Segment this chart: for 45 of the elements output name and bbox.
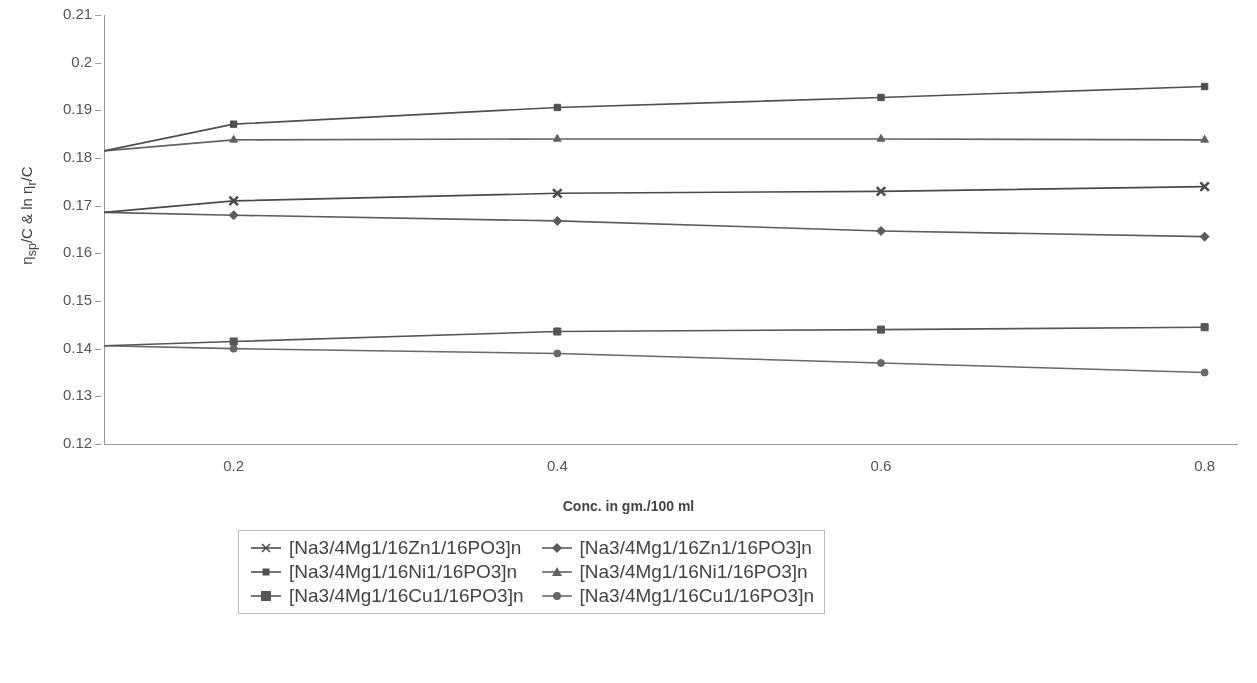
legend-label: [Na3/4Mg1/16Ni1/16PO3]n [579,561,808,583]
point [876,133,886,142]
point [552,215,563,226]
point [229,134,239,143]
point [229,344,238,353]
x-tick-label: 0.4 [546,457,568,475]
y-tick-label: 0.17 [62,195,93,213]
point [229,337,238,346]
x-tick-label: 0.2 [223,457,245,475]
y-tick-label: 0.18 [62,148,93,166]
point [877,93,885,102]
point [875,225,886,236]
y-tick-label: 0.19 [62,100,93,118]
x-tick-label: 0.8 [1194,457,1216,475]
point [552,133,562,142]
legend-label: [Na3/4Mg1/16Cu1/16PO3]n [289,585,524,607]
legend-label: [Na3/4Mg1/16Zn1/16PO3]n [289,537,522,559]
y-tick-label: 0.14 [62,338,93,356]
point [1200,134,1210,143]
point [229,120,238,128]
point [228,195,240,207]
point [228,210,239,221]
y-tick-label: 0.13 [62,386,93,404]
point [875,185,887,197]
y-tick-label: 0.2 [71,52,93,70]
legend-label: [Na3/4Mg1/16Ni1/16PO3]n [289,561,518,583]
point [553,327,562,336]
y-tick-label: 0.15 [62,291,93,309]
point [876,358,885,367]
x-tick-label: 0.6 [870,457,892,475]
y-tick-label: 0.12 [62,434,93,452]
point [1200,368,1209,377]
point [1200,323,1209,332]
y-tick-label: 0.21 [62,5,93,23]
point [876,325,886,334]
point [1199,181,1211,193]
legend-label: [Na3/4Mg1/16Zn1/16PO3]n [579,537,812,559]
point [553,349,562,358]
point [551,187,563,199]
point [1200,82,1209,91]
x-axis-title: Conc. in gm./100 ml [561,498,696,514]
point [1199,231,1210,242]
legend-label: [Na3/4Mg1/16Cu1/16PO3]n [579,585,814,607]
y-tick-label: 0.16 [62,243,93,261]
point [553,103,561,112]
